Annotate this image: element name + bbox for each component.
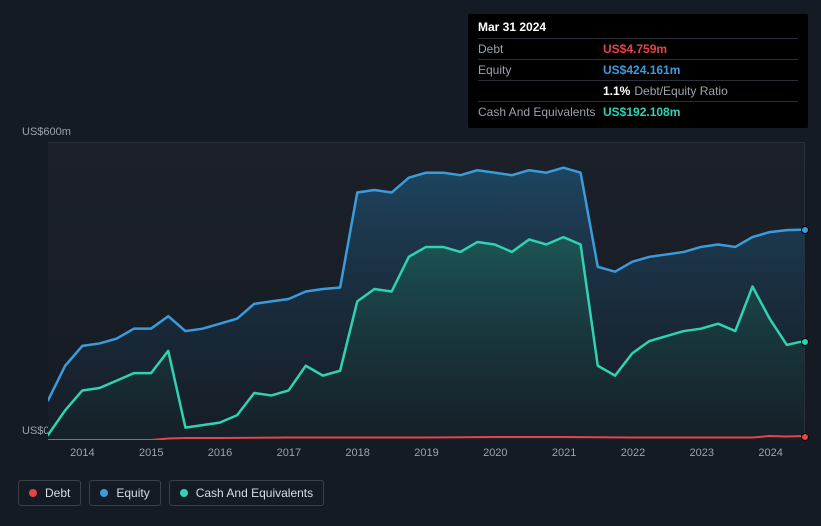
legend-item[interactable]: Debt bbox=[18, 480, 81, 506]
tooltip-ratio-text: Debt/Equity Ratio bbox=[634, 84, 727, 98]
y-axis-tick-0: US$0 bbox=[22, 425, 50, 437]
legend-item[interactable]: Equity bbox=[89, 480, 160, 506]
tooltip-label: Debt bbox=[478, 42, 603, 56]
x-axis-tick: 2024 bbox=[758, 447, 782, 459]
x-axis-tick: 2020 bbox=[483, 447, 507, 459]
plot-area[interactable] bbox=[48, 142, 805, 440]
tooltip-row-equity: Equity US$424.161m bbox=[478, 59, 798, 80]
tooltip-ratio-pct: 1.1% bbox=[603, 84, 630, 98]
y-axis-tick-600: US$600m bbox=[22, 126, 71, 138]
x-axis-tick: 2015 bbox=[139, 447, 163, 459]
legend: Debt Equity Cash And Equivalents bbox=[18, 480, 324, 506]
legend-item[interactable]: Cash And Equivalents bbox=[169, 480, 324, 506]
tooltip-row-debt: Debt US$4.759m bbox=[478, 38, 798, 59]
legend-label: Equity bbox=[116, 486, 149, 500]
x-axis-tick: 2021 bbox=[552, 447, 576, 459]
tooltip-label: Cash And Equivalents bbox=[478, 105, 603, 119]
legend-label: Cash And Equivalents bbox=[196, 486, 313, 500]
tooltip-date: Mar 31 2024 bbox=[478, 20, 798, 38]
cursor-dot bbox=[801, 338, 809, 346]
plot-svg bbox=[48, 143, 804, 440]
x-axis-tick: 2016 bbox=[208, 447, 232, 459]
legend-dot-icon bbox=[100, 489, 108, 497]
legend-dot-icon bbox=[180, 489, 188, 497]
tooltip-value: US$4.759m bbox=[603, 42, 667, 56]
tooltip-row-cash: Cash And Equivalents US$192.108m bbox=[478, 101, 798, 122]
chart-tooltip: Mar 31 2024 Debt US$4.759m Equity US$424… bbox=[468, 14, 808, 128]
x-axis-tick: 2019 bbox=[414, 447, 438, 459]
cursor-dot bbox=[801, 433, 809, 441]
tooltip-value: US$192.108m bbox=[603, 105, 680, 119]
tooltip-label bbox=[478, 84, 603, 98]
legend-label: Debt bbox=[45, 486, 70, 500]
tooltip-label: Equity bbox=[478, 63, 603, 77]
x-axis-tick: 2022 bbox=[621, 447, 645, 459]
x-axis-tick: 2014 bbox=[70, 447, 94, 459]
tooltip-row-ratio: 1.1% Debt/Equity Ratio bbox=[478, 80, 798, 101]
financial-history-chart: Mar 31 2024 Debt US$4.759m Equity US$424… bbox=[0, 0, 821, 526]
x-axis-tick: 2017 bbox=[277, 447, 301, 459]
cursor-dot bbox=[801, 226, 809, 234]
tooltip-value: US$424.161m bbox=[603, 63, 680, 77]
x-axis: 2014 2015 2016 2017 2018 2019 2020 2021 2022 2023… bbox=[48, 447, 805, 463]
legend-dot-icon bbox=[29, 489, 37, 497]
x-axis-tick: 2023 bbox=[690, 447, 714, 459]
x-axis-tick: 2018 bbox=[345, 447, 369, 459]
